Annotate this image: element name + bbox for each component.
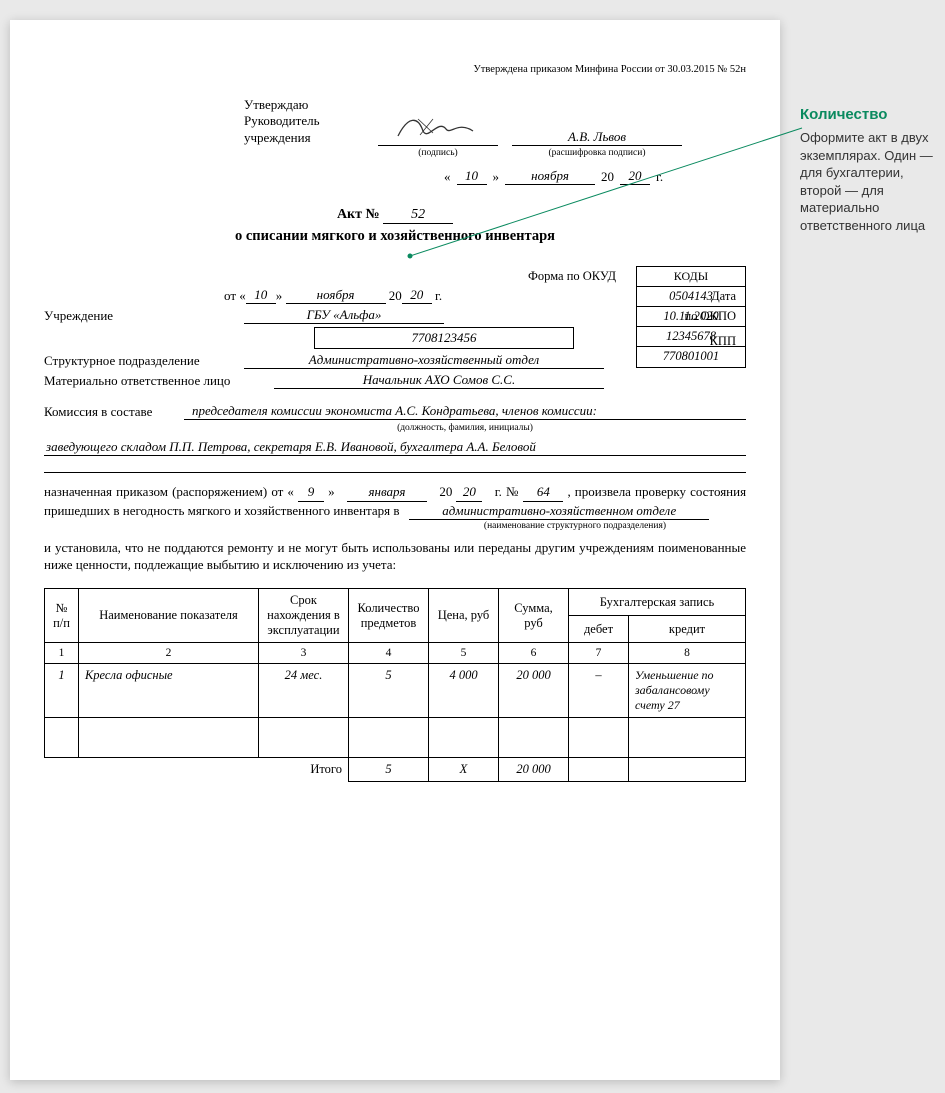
approve-month: ноября — [505, 168, 595, 185]
codes-box: КОДЫ 0504143 10.11.2020 12345678 7708010… — [636, 266, 746, 368]
date2-year: 20 — [402, 287, 432, 304]
th-debit: дебет — [569, 616, 629, 643]
approve-day: 10 — [457, 168, 487, 185]
okud-label: Форма по ОКУД — [528, 269, 626, 284]
inventory-table: № п/п Наименование показателя Срок нахож… — [44, 588, 746, 782]
act-title: о списании мягкого и хозяйственного инве… — [44, 228, 746, 245]
order-month: января — [347, 483, 427, 502]
side-annotation: Количество Оформите акт в двух экземпляр… — [800, 20, 935, 235]
inn-box: 7708123456 — [314, 327, 574, 349]
order-dept-sub: (наименование структурного подразделения… — [44, 520, 746, 533]
approval-date: « 10 » ноября 20 20 г. — [444, 168, 684, 185]
conclusion-text: и установила, что не поддаются ремонту и… — [44, 539, 746, 574]
order-paragraph: назначенная приказом (распоряжением) от … — [44, 483, 746, 574]
commission-lead: Комиссия в составе — [44, 404, 184, 420]
th-period: Срок нахождения в эксплуатации — [259, 589, 349, 643]
date2-month: ноября — [286, 287, 386, 304]
signature-slot — [378, 129, 498, 146]
signature-icon — [388, 111, 488, 141]
institution-label: Учреждение — [44, 308, 244, 324]
th-n: № п/п — [45, 589, 79, 643]
commission-block: Комиссия в составе председателя комиссии… — [44, 403, 746, 473]
approval-order-note: Утверждена приказом Минфина России от 30… — [44, 64, 746, 75]
order-num: 64 — [523, 483, 563, 502]
annotation-title: Количество — [800, 105, 935, 125]
act-label: Акт № — [337, 207, 380, 222]
order-day: 9 — [298, 483, 324, 502]
kpp-value: 770801001 — [637, 347, 745, 367]
dept-value: Административно-хозяйственный отдел — [244, 352, 604, 369]
name-sublabel: (расшифровка подписи) — [512, 148, 682, 158]
commission-line3 — [44, 456, 746, 473]
th-credit: кредит — [629, 616, 746, 643]
mol-label: Материально ответственное лицо — [44, 373, 274, 389]
date2-day: 10 — [246, 287, 276, 304]
order-year: 20 — [456, 483, 482, 502]
dept-label: Структурное подразделение — [44, 353, 244, 369]
order-dept: административно-хозяйственном отделе — [409, 502, 709, 521]
commission-sub: (должность, фамилия, инициалы) — [44, 423, 746, 433]
signature-name: А.В. Львов — [512, 129, 682, 146]
document-page: Утверждена приказом Минфина России от 30… — [10, 20, 780, 1080]
commission-line1: председателя комиссии экономиста А.С. Ко… — [184, 403, 746, 420]
th-qty: Количество предметов — [349, 589, 429, 643]
approve-year: 20 — [620, 168, 650, 185]
table-row: 1 Кресла офисные 24 мес. 5 4 000 20 000 … — [45, 664, 746, 718]
approval-block: Утверждаю Руководитель учреждения А.В. Л… — [244, 97, 684, 185]
mol-value: Начальник АХО Сомов С.С. — [274, 372, 604, 389]
approve-role2: учреждения — [244, 130, 364, 146]
institution-value: ГБУ «Альфа» — [244, 307, 444, 324]
codes-header: КОДЫ — [637, 267, 745, 287]
th-sum: Сумма, руб — [499, 589, 569, 643]
okud-value: 0504143 — [637, 287, 745, 307]
table-row-empty — [45, 718, 746, 758]
okpo-value: 12345678 — [637, 327, 745, 347]
act-header: Акт № 52 о списании мягкого и хозяйствен… — [44, 207, 746, 245]
th-name: Наименование показателя — [79, 589, 259, 643]
table-row-total: Итого 5 X 20 000 — [45, 758, 746, 782]
signature-sublabel: (подпись) — [364, 148, 512, 158]
th-acc: Бухгалтерская запись — [569, 589, 746, 616]
th-price: Цена, руб — [429, 589, 499, 643]
commission-line2: заведующего складом П.П. Петрова, секрет… — [44, 439, 746, 456]
act-number: 52 — [383, 207, 453, 224]
date-value: 10.11.2020 — [637, 307, 745, 327]
annotation-body: Оформите акт в двух экземплярах. Один — … — [800, 129, 935, 234]
